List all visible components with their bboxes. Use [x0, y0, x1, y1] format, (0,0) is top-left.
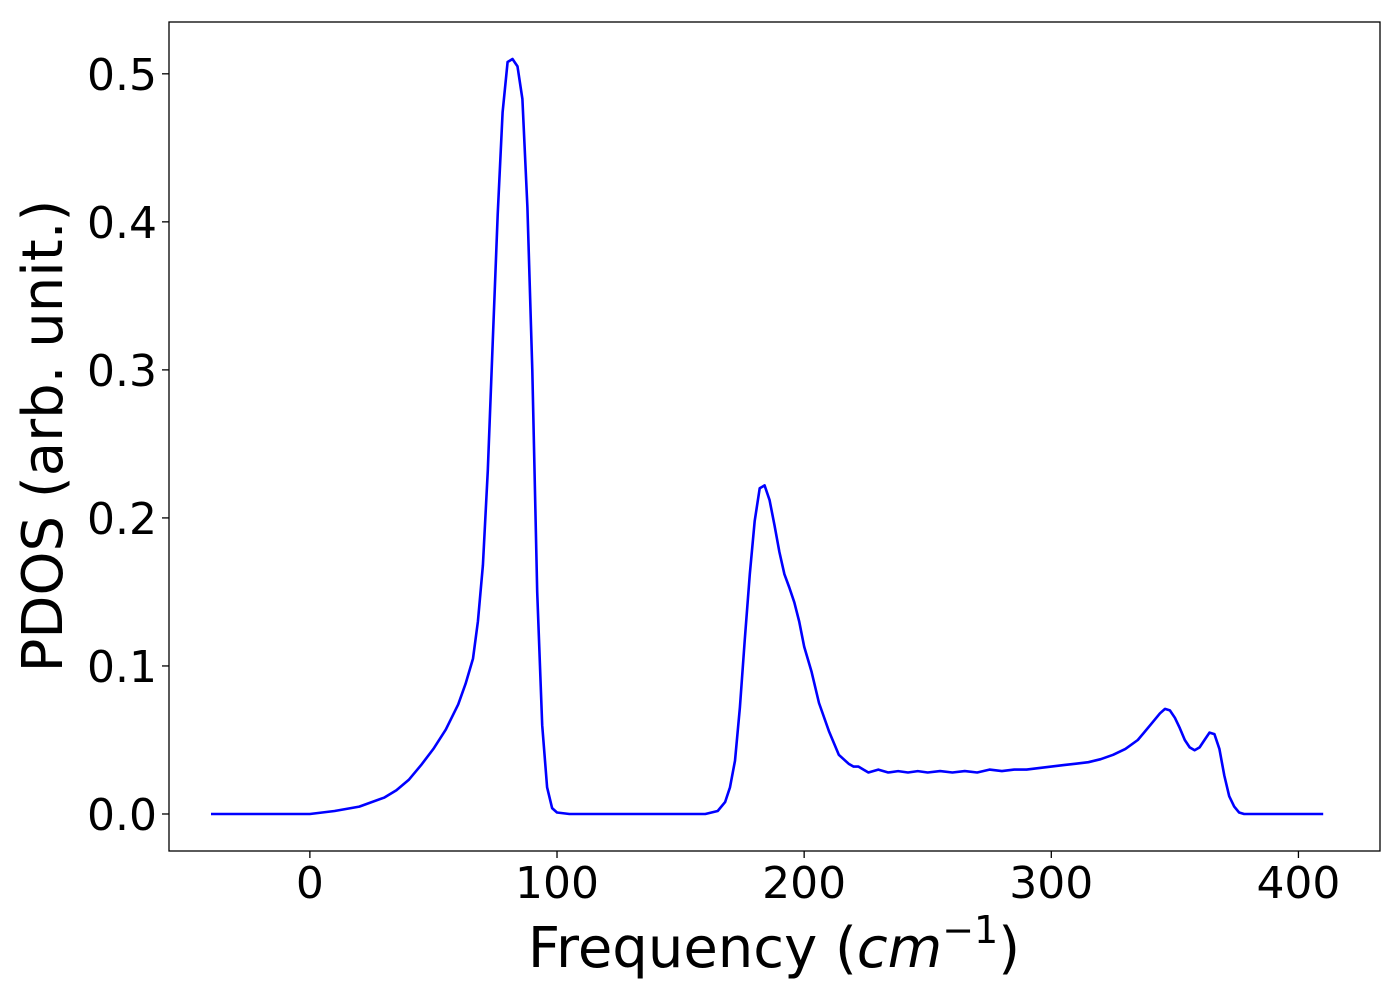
plot-area [211, 57, 1324, 816]
x-tick-label: 100 [515, 858, 599, 909]
x-tick-label: 200 [762, 858, 846, 909]
y-tick-label: 0.0 [87, 790, 157, 841]
pdos-series-line [211, 57, 1324, 816]
y-axis-label: PDOS (arb. unit.) [11, 200, 76, 673]
x-axis-label: Frequency (cm−1) [528, 908, 1020, 981]
x-tick-label: 300 [1009, 858, 1093, 909]
y-tick-label: 0.2 [87, 494, 157, 545]
x-tick-label: 0 [296, 858, 324, 909]
x-tick-label: 400 [1256, 858, 1340, 909]
x-axis-label-unit: cm [857, 916, 942, 981]
plot-frame [168, 21, 1381, 852]
y-tick-label: 0.1 [87, 642, 157, 693]
y-tick-label: 0.3 [87, 346, 157, 397]
x-axis-label-text: Frequency ( [528, 916, 857, 981]
x-axis-label-exponent: −1 [942, 908, 998, 952]
y-tick-label: 0.5 [87, 50, 157, 101]
x-axis-label-close: ) [998, 916, 1020, 981]
y-tick-label: 0.4 [87, 198, 157, 249]
y-axis: 0.0 0.1 0.2 0.3 0.4 0.5 [87, 50, 169, 841]
x-axis: 0 100 200 300 400 [296, 851, 1340, 909]
